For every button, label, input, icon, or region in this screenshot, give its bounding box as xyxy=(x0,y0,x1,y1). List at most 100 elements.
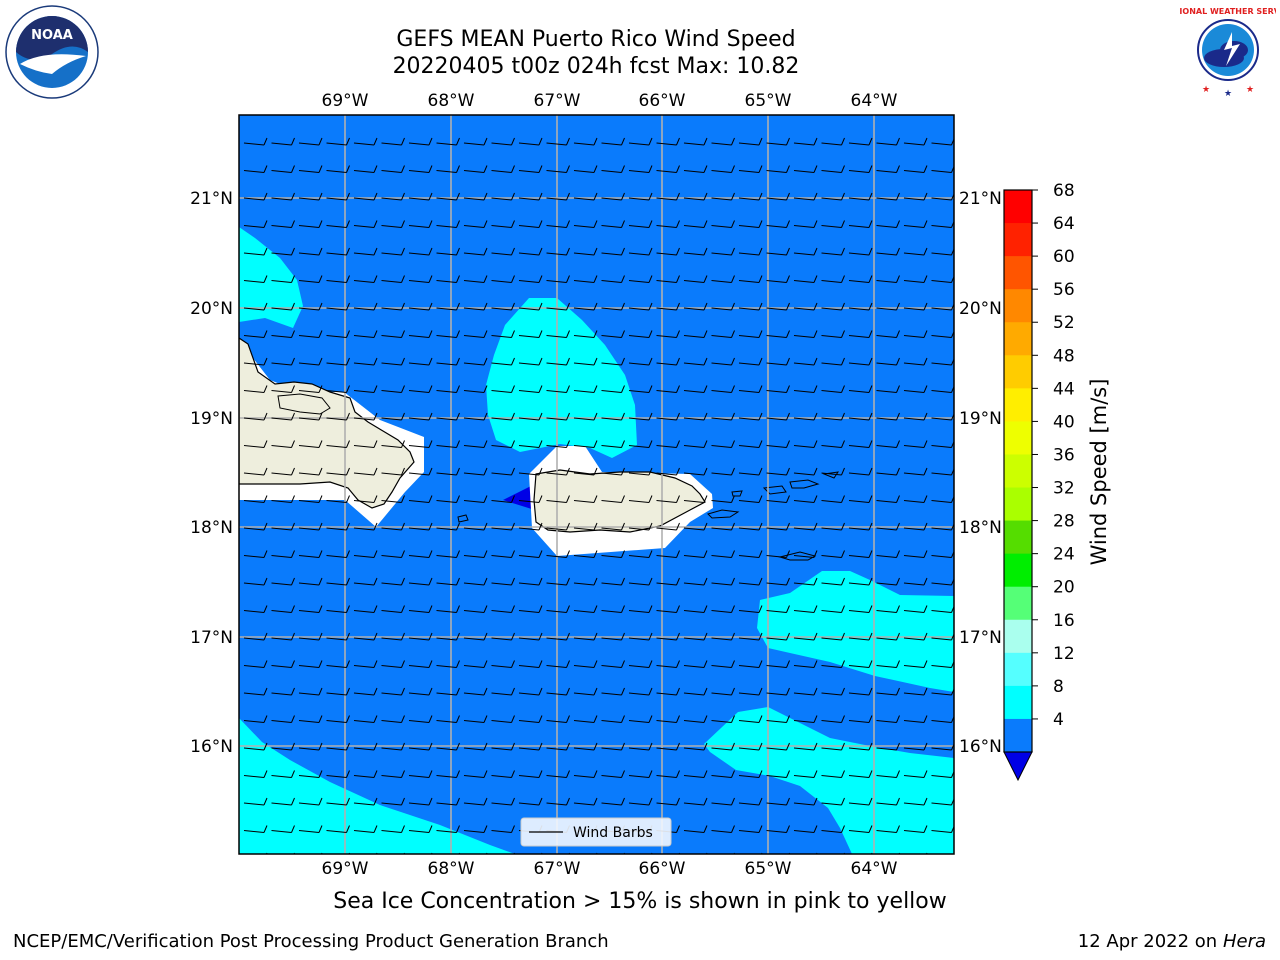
map-frame xyxy=(238,114,955,855)
wind-barb xyxy=(931,165,954,173)
wind-barb xyxy=(628,440,653,448)
wind-barb xyxy=(931,330,954,338)
wind-barb xyxy=(793,687,818,696)
wind-barb xyxy=(683,770,708,778)
wind-barb xyxy=(876,797,900,806)
wind-barb xyxy=(876,247,900,256)
wind-barb xyxy=(601,302,625,311)
wind-barb xyxy=(573,495,598,503)
wind-barb xyxy=(546,495,570,503)
wind-barb xyxy=(931,275,954,283)
wind-barb xyxy=(326,137,350,146)
wind-barb xyxy=(491,385,515,393)
wind-barb xyxy=(876,715,900,723)
wind-barb xyxy=(711,742,735,751)
wind-barb xyxy=(436,577,460,586)
wind-barb xyxy=(601,742,625,751)
wind-barb xyxy=(903,357,928,366)
wind-barb xyxy=(738,357,763,366)
wind-barb xyxy=(353,550,378,558)
wind-barb xyxy=(573,687,598,696)
wind-barb xyxy=(436,770,460,778)
wind-barb xyxy=(326,165,350,173)
wind-barb xyxy=(683,275,708,283)
wind-barb xyxy=(573,165,598,173)
wind-barb xyxy=(628,797,653,806)
wind-barb xyxy=(738,165,763,173)
wind-barb xyxy=(821,385,845,393)
lon-label-top: 67°W xyxy=(534,91,581,111)
wind-barb xyxy=(931,467,954,476)
colorbar-segment xyxy=(1004,685,1032,720)
wind-barb xyxy=(271,605,295,613)
wind-barb xyxy=(326,577,350,586)
wind-barb xyxy=(876,495,900,503)
wind-barb xyxy=(271,825,295,833)
wind-barb xyxy=(408,467,433,476)
wind-barb xyxy=(271,467,295,476)
wind-barb xyxy=(821,632,845,641)
wind-barb xyxy=(243,330,268,338)
wind-barb xyxy=(903,687,928,696)
wind-barb xyxy=(656,192,680,201)
wind-barb xyxy=(491,302,515,311)
wind-barb xyxy=(298,275,323,283)
colorbar-segment xyxy=(1004,289,1032,323)
svg-text:★: ★ xyxy=(1246,85,1254,95)
wind-barb xyxy=(876,825,900,833)
wind-barb xyxy=(601,137,625,146)
wind-barb xyxy=(793,605,818,613)
wind-barb xyxy=(463,440,488,448)
svg-text:NATIONAL WEATHER SERVICE: NATIONAL WEATHER SERVICE xyxy=(1180,7,1276,16)
wind-barb xyxy=(876,165,900,173)
wind-barb xyxy=(793,825,818,833)
colorbar-segment xyxy=(1004,322,1032,356)
wind-barb xyxy=(683,825,708,833)
wind-barb xyxy=(711,577,735,586)
wind-barb xyxy=(738,385,763,393)
wind-barb xyxy=(738,715,763,723)
wind-barb xyxy=(326,192,350,201)
wind-barb xyxy=(408,577,433,586)
wind-barb xyxy=(601,687,625,696)
lon-label-bottom: 66°W xyxy=(639,859,686,879)
wind-barb xyxy=(931,220,954,228)
wind-barb xyxy=(381,330,405,338)
wind-barb xyxy=(628,137,653,146)
wind-barb xyxy=(243,302,268,311)
wind-barb xyxy=(298,632,323,641)
wind-barb xyxy=(793,522,818,531)
wind-barb xyxy=(326,605,350,613)
wind-barb xyxy=(463,165,488,173)
wind-barb xyxy=(436,522,460,531)
wind-barb xyxy=(298,715,323,723)
wind-barb xyxy=(518,577,543,586)
wind-barb xyxy=(463,797,488,806)
wind-barb xyxy=(821,330,845,338)
wind-barb xyxy=(931,137,954,146)
wind-barb xyxy=(408,715,433,723)
wind-barb xyxy=(518,797,543,806)
wind-barb xyxy=(491,550,515,558)
wind-barb xyxy=(518,742,543,751)
wind-barb xyxy=(436,192,460,201)
wind-barb xyxy=(601,522,625,531)
wind-barb xyxy=(408,660,433,668)
wind-barb xyxy=(766,440,790,448)
wind-barb xyxy=(381,522,405,531)
wind-barb xyxy=(683,577,708,586)
wind-barb xyxy=(271,192,295,201)
wind-barb xyxy=(381,715,405,723)
wind-barb xyxy=(436,247,460,256)
wind-barb xyxy=(491,687,515,696)
map-title: GEFS MEAN Puerto Rico Wind Speed xyxy=(396,27,796,52)
wind-barb xyxy=(326,385,350,393)
wind-barb xyxy=(271,687,295,696)
wind-barb xyxy=(738,192,763,201)
wind-barb xyxy=(573,440,598,448)
wind-barb xyxy=(518,660,543,668)
wind-barb xyxy=(766,357,790,366)
wind-barb xyxy=(518,770,543,778)
wind-barb xyxy=(381,660,405,668)
wind-barb xyxy=(436,715,460,723)
